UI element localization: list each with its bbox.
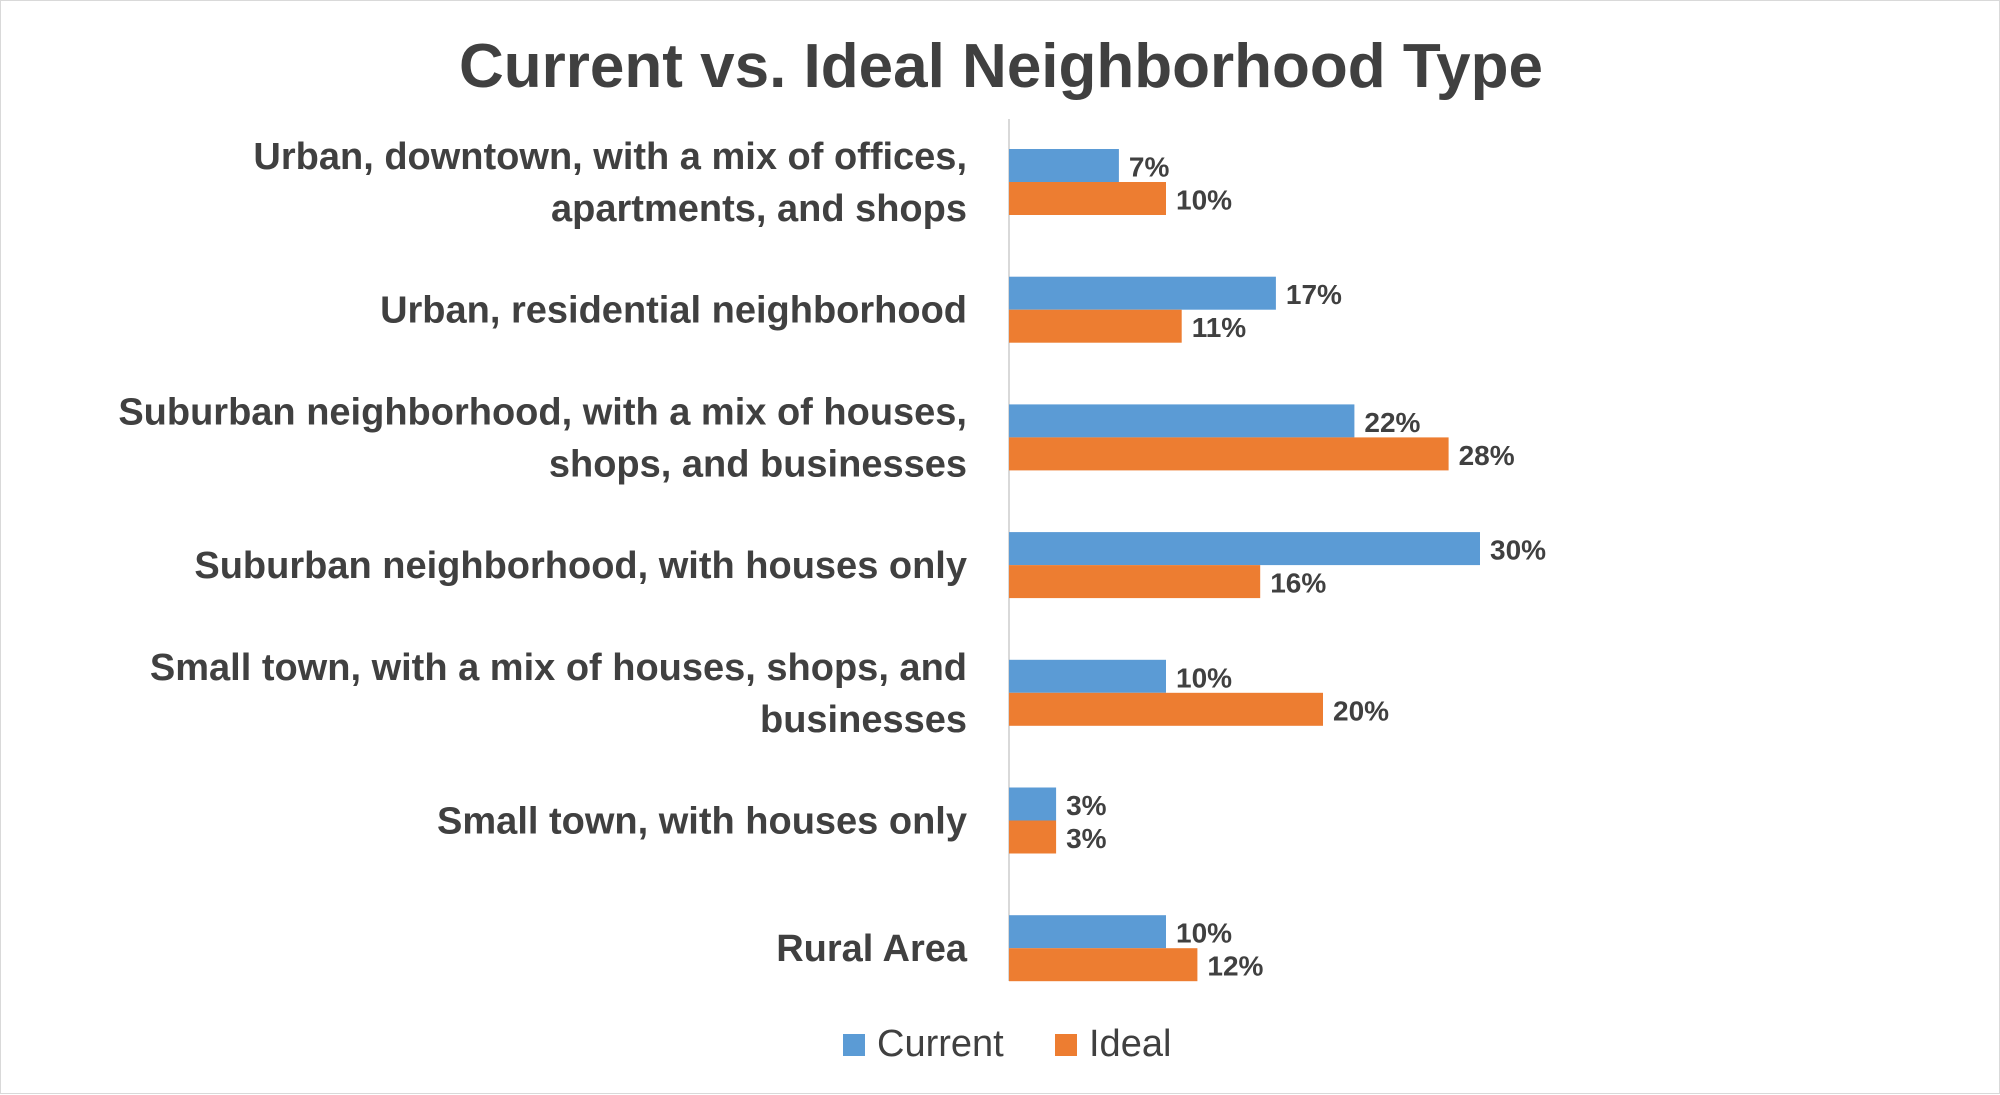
- category-label-line: Small town, with houses only: [437, 801, 967, 843]
- bar-current: [1009, 404, 1355, 438]
- legend-label-ideal: Ideal: [1089, 1023, 1171, 1065]
- data-label-current: 17%: [1286, 279, 1342, 310]
- category-label: Suburban neighborhood, with houses only: [194, 545, 967, 587]
- category-label: Urban, residential neighborhood: [380, 290, 967, 332]
- bar-current: [1009, 532, 1480, 566]
- bar-ideal: [1009, 948, 1198, 982]
- bar-ideal: [1009, 437, 1449, 471]
- bar-ideal: [1009, 565, 1261, 599]
- data-label-ideal: 3%: [1066, 823, 1107, 854]
- data-label-ideal: 12%: [1207, 951, 1263, 982]
- data-label-ideal: 11%: [1192, 312, 1247, 343]
- category-label: Rural Area: [776, 928, 968, 970]
- category-label-line: Suburban neighborhood, with a mix of hou…: [118, 391, 967, 433]
- legend-label-current: Current: [877, 1023, 1004, 1065]
- chart-title: Current vs. Ideal Neighborhood Type: [459, 32, 1543, 101]
- bar-ideal: [1009, 182, 1166, 215]
- category-label: Small town, with houses only: [437, 801, 967, 843]
- plot-area: Urban, downtown, with a mix of offices, a…: [118, 119, 1546, 982]
- category-label-line: Small town, with a mix of houses, shops,…: [150, 647, 967, 689]
- data-label-current: 22%: [1364, 407, 1420, 438]
- category-label-line: Rural Area: [776, 928, 968, 970]
- data-label-ideal: 10%: [1176, 185, 1232, 216]
- ideal: [1055, 1034, 1077, 1056]
- data-label-ideal: 16%: [1270, 568, 1326, 599]
- data-label-current: 7%: [1129, 152, 1170, 183]
- data-label-current: 10%: [1176, 662, 1232, 693]
- legend: Current Ideal: [843, 1023, 1171, 1065]
- category-label-line: businesses: [760, 699, 967, 741]
- category-label-line: Urban, downtown, with a mix of offices,: [253, 136, 967, 178]
- bar-ideal: [1009, 309, 1182, 343]
- category-label-line: apartments, and shops: [551, 188, 967, 230]
- bar-current: [1009, 659, 1166, 693]
- current: [843, 1034, 865, 1056]
- data-label-ideal: 20%: [1333, 695, 1389, 726]
- data-label-current: 3%: [1066, 790, 1107, 821]
- bar-current: [1009, 787, 1057, 821]
- data-label-current: 10%: [1176, 918, 1232, 949]
- category-label: Suburban neighborhood, with a mix of hou…: [118, 391, 967, 485]
- category-label: Small town, with a mix of houses, shops,…: [150, 647, 967, 741]
- category-label-line: shops, and businesses: [549, 443, 967, 485]
- bar-ideal: [1009, 820, 1057, 854]
- bar-current: [1009, 149, 1119, 182]
- category-label-line: Urban, residential neighborhood: [380, 290, 967, 332]
- bar-ideal: [1009, 692, 1323, 726]
- category-label-line: Suburban neighborhood, with houses only: [194, 545, 967, 587]
- data-label-ideal: 28%: [1459, 440, 1515, 471]
- category-label: Urban, downtown, with a mix of offices, a…: [253, 136, 967, 230]
- data-label-current: 30%: [1490, 535, 1546, 566]
- bar-current: [1009, 915, 1166, 949]
- bar-current: [1009, 276, 1276, 310]
